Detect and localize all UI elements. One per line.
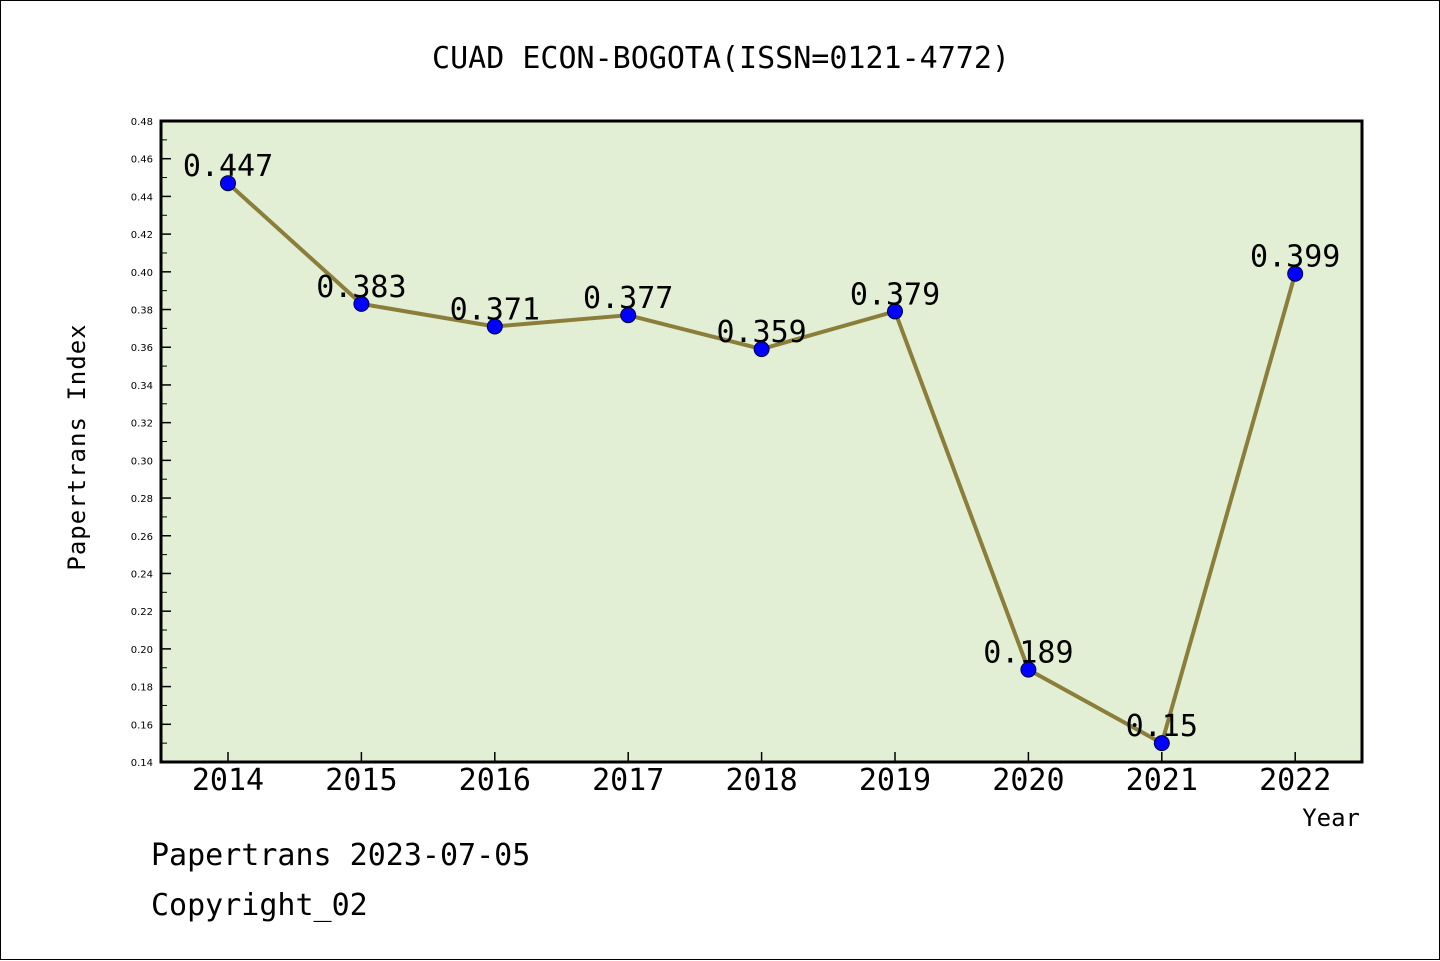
y-tick-label: 0.44 [131,192,153,203]
y-tick-label: 0.20 [131,645,153,656]
data-point-marker [887,303,903,320]
y-tick-label: 0.48 [131,117,153,128]
data-label: 0.371 [450,292,540,327]
data-label: 0.447 [183,149,273,184]
data-point-marker [353,295,370,312]
x-tick-label: 2021 [1126,763,1198,798]
data-point-marker [620,307,637,324]
y-tick-label: 0.22 [131,607,153,618]
x-axis-label: Year [1302,804,1360,832]
y-tick-label: 0.36 [131,343,153,354]
marker-group [220,175,1304,752]
x-tick-label: 2015 [325,763,397,798]
data-label: 0.189 [983,636,1073,671]
y-tick-label: 0.24 [131,569,153,580]
y-tick-label: 0.38 [131,306,153,317]
x-tick-label: 2019 [859,763,931,798]
chart-title: CUAD ECON-BOGOTA(ISSN=0121-4772) [432,41,1010,76]
y-tick-label: 0.18 [131,683,153,694]
y-tick-label: 0.46 [131,155,153,166]
x-tick-label: 2014 [192,763,264,798]
x-tick-label: 2020 [992,763,1064,798]
data-label: 0.383 [316,270,406,305]
x-tick-label: 2016 [459,763,531,798]
y-tick-label: 0.30 [131,456,153,467]
x-axis: 2014 2015 2016 2017 2018 2019 2020 2021 2022 [192,752,1331,798]
x-tick-label: 2022 [1259,763,1331,798]
y-tick-label: 0.34 [131,381,153,392]
y-axis-label: Papertrans Index [63,323,91,570]
footer-date: Papertrans 2023-07-05 [151,838,530,873]
y-tick-label: 0.16 [131,720,153,731]
data-label: 0.359 [716,315,806,350]
y-tick-label: 0.14 [131,758,153,769]
y-tick-label: 0.40 [131,268,153,279]
data-label: 0.15 [1126,709,1198,744]
data-point-marker [220,175,236,192]
y-tick-label: 0.26 [131,532,153,543]
data-label: 0.399 [1250,240,1340,275]
data-point-marker [1287,265,1304,282]
data-label: 0.379 [850,277,940,312]
y-tick-label: 0.28 [131,494,153,505]
data-point-marker [1020,661,1037,678]
data-label: 0.377 [583,281,673,316]
x-tick-label: 2018 [725,763,797,798]
x-tick-label: 2017 [592,763,664,798]
footer-copyright: Copyright_02 [151,888,368,923]
data-point-marker [1153,735,1170,752]
plot-border [159,119,1364,764]
data-point-marker [753,341,770,358]
data-point-marker [486,318,503,335]
y-tick-label: 0.42 [131,230,153,241]
plot-area [161,121,1362,762]
y-tick-label: 0.32 [131,419,153,430]
data-label-group: 0.447 0.383 0.371 0.377 0.359 0.379 0.189 0.15 0… [183,149,1341,744]
